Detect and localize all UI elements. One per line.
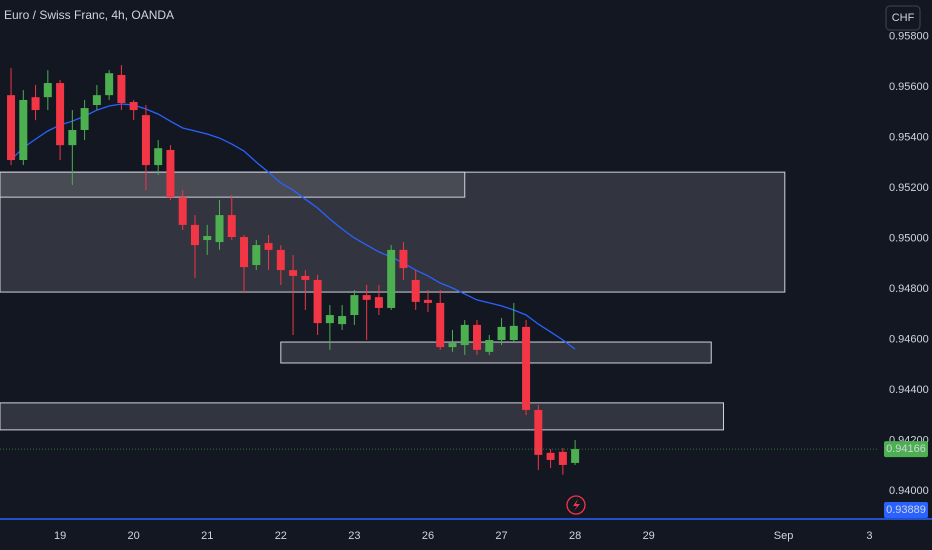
x-tick-label: 22 bbox=[275, 530, 287, 542]
candle-body bbox=[227, 215, 236, 238]
x-tick-label: 29 bbox=[643, 530, 655, 542]
zone bbox=[0, 171, 466, 198]
x-tick-label: 28 bbox=[569, 530, 581, 542]
zone bbox=[0, 402, 724, 431]
x-tick-label: 26 bbox=[422, 530, 434, 542]
candle-body bbox=[473, 324, 482, 350]
candle-body bbox=[436, 302, 445, 348]
candle-body bbox=[448, 343, 457, 348]
candle-body bbox=[264, 243, 273, 250]
zone bbox=[280, 341, 712, 364]
candle-body bbox=[31, 97, 40, 111]
candle-body bbox=[7, 95, 16, 161]
candle-body bbox=[178, 197, 187, 225]
candle-body bbox=[276, 249, 285, 271]
x-tick-label: 23 bbox=[348, 530, 360, 542]
candle-body bbox=[497, 326, 506, 341]
y-tick-label: 0.94400 bbox=[889, 384, 929, 396]
candle-body bbox=[154, 148, 163, 166]
price-tag-label: 0.93889 bbox=[886, 504, 926, 516]
candle-body bbox=[411, 279, 420, 302]
candle-body bbox=[399, 249, 408, 269]
event-icon[interactable] bbox=[566, 495, 586, 515]
candle-body bbox=[522, 326, 531, 410]
candle-body bbox=[534, 409, 543, 455]
candle-body bbox=[92, 95, 101, 106]
candle-body bbox=[166, 149, 175, 198]
y-tick-label: 0.95800 bbox=[889, 31, 929, 43]
candle-body bbox=[203, 236, 212, 241]
candle-body bbox=[43, 83, 52, 98]
y-tick-label: 0.95200 bbox=[889, 182, 929, 194]
candle-body bbox=[289, 270, 298, 276]
y-tick-label: 0.95000 bbox=[889, 232, 929, 244]
x-tick-label: 20 bbox=[128, 530, 140, 542]
candle-body bbox=[129, 101, 138, 111]
candle-body bbox=[350, 295, 359, 316]
overlay bbox=[566, 495, 586, 515]
candle-body bbox=[80, 108, 89, 130]
candle-body bbox=[105, 73, 114, 96]
candle-body bbox=[313, 279, 322, 324]
candle-body bbox=[460, 324, 469, 346]
y-tick-label: 0.95600 bbox=[889, 81, 929, 93]
chart-title: Euro / Swiss Franc, 4h, OANDA bbox=[4, 8, 174, 22]
moving-average bbox=[10, 103, 576, 350]
currency-button[interactable] bbox=[885, 5, 921, 31]
x-tick-label: Sep bbox=[774, 530, 794, 542]
x-tick-label: 21 bbox=[201, 530, 213, 542]
x-tick-label: 3 bbox=[866, 530, 872, 542]
candle-body bbox=[558, 451, 567, 465]
candle-body bbox=[338, 316, 347, 325]
candle-body bbox=[571, 449, 580, 463]
y-tick-label: 0.94600 bbox=[889, 333, 929, 345]
candle-body bbox=[423, 299, 432, 303]
plot-area bbox=[0, 65, 932, 520]
y-tick-label: 0.94000 bbox=[889, 485, 929, 497]
candle-body bbox=[301, 275, 310, 280]
price-tag bbox=[884, 502, 928, 518]
candle-body bbox=[68, 130, 77, 146]
candle-body bbox=[485, 340, 494, 352]
x-tick-label: 27 bbox=[495, 530, 507, 542]
candle-body bbox=[509, 325, 518, 341]
y-tick-label: 0.95400 bbox=[889, 131, 929, 143]
candle-body bbox=[387, 249, 396, 308]
y-tick-label: 0.94800 bbox=[889, 283, 929, 295]
candle-body bbox=[252, 245, 261, 266]
price-tag bbox=[884, 441, 928, 458]
candle-body bbox=[240, 237, 249, 268]
candle-body bbox=[546, 452, 555, 460]
price-tag-label: 0.94166 bbox=[886, 443, 926, 455]
candle-body bbox=[141, 115, 150, 166]
candle-body bbox=[190, 224, 199, 246]
candle-body bbox=[117, 74, 126, 103]
x-tick-label: 19 bbox=[54, 530, 66, 542]
candle-body bbox=[325, 315, 334, 324]
candle-body bbox=[374, 297, 383, 308]
axes: 0.95800 0.95600 0.95400 0.95200 0.95000 0.948… bbox=[54, 5, 929, 542]
candle-body bbox=[56, 83, 65, 146]
candle-body bbox=[215, 215, 224, 243]
currency-label: CHF bbox=[892, 12, 915, 24]
candle-body bbox=[19, 99, 28, 161]
event-bolt bbox=[573, 499, 580, 511]
candle-body bbox=[362, 295, 371, 300]
